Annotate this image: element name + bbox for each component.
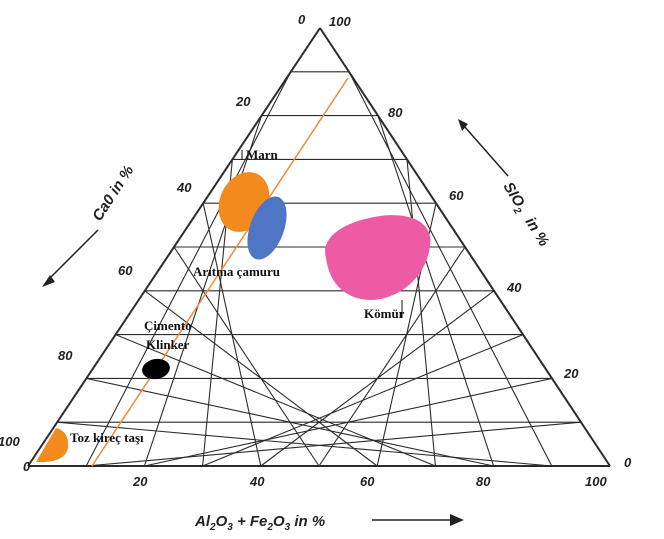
tick-right-80: 80	[388, 105, 403, 120]
region-aritma-camuru	[247, 196, 287, 260]
grid-line-diagonal	[115, 334, 436, 467]
bottom-title-e: in %	[290, 513, 325, 530]
bottom-title-b: O	[216, 513, 228, 530]
grid-line-diagonal	[173, 246, 320, 467]
svg-text:Al2O3 + Fe2O3 in %: Al2O3 + Fe2O3 in %	[194, 513, 325, 533]
tick-bottom-100: 100	[585, 474, 607, 489]
region-toz-kirec-tasi	[36, 428, 69, 463]
tick-right-20: 20	[563, 366, 579, 381]
tick-right-40: 40	[506, 280, 522, 295]
left-axis-title-text: Ca0 in %	[89, 162, 137, 224]
tick-left-40: 40	[176, 180, 192, 195]
label-toz-kirec-tasi: Toz kireç taşı	[70, 430, 144, 445]
grid-line-diagonal	[202, 334, 524, 467]
left-axis-arrow	[47, 229, 99, 281]
right-axis-title: SIO2in %	[458, 119, 552, 251]
label-aritma-camuru: Arıtma çamuru	[193, 264, 280, 279]
right-axis-title-tail: in %	[522, 214, 553, 249]
tick-right-100: 100	[329, 14, 351, 29]
label-cimento: Çimento	[144, 318, 192, 333]
right-axis-arrow	[463, 125, 509, 177]
bottom-axis-title: Al2O3 + Fe2O3 in %	[194, 513, 464, 533]
tick-left-0: 0	[298, 12, 306, 27]
tick-left-60: 60	[118, 263, 133, 278]
tick-bottom-80: 80	[476, 474, 491, 489]
left-axis-arrowhead	[42, 275, 55, 287]
bottom-title-b-sub: 3	[227, 522, 233, 533]
right-axis-arrowhead	[458, 119, 468, 131]
bottom-title-c: + Fe	[233, 513, 268, 530]
bottom-title-a-sub: 2	[209, 522, 216, 533]
bottom-title-c-sub: 2	[266, 522, 273, 533]
tick-left-100: 100	[0, 434, 20, 449]
right-axis-title-main: SIO	[500, 179, 528, 210]
bottom-title-d: O	[273, 513, 285, 530]
tick-left-20: 20	[235, 94, 251, 109]
tick-right-60: 60	[449, 188, 464, 203]
bottom-title-d-sub: 3	[285, 522, 291, 533]
label-klinker: Klinker	[146, 337, 190, 352]
bottom-axis-arrowhead	[450, 514, 464, 526]
right-axis-title-sub: 2	[510, 205, 523, 217]
tick-bottom-20: 20	[132, 474, 148, 489]
region-cimento-klinker	[142, 358, 170, 380]
ternary-grid	[27, 27, 611, 467]
label-marn: Marn	[246, 147, 279, 162]
tick-bottom-40: 40	[249, 474, 265, 489]
grid-line-diagonal	[57, 421, 552, 467]
svg-text:SIO2in %: SIO2in %	[497, 179, 552, 251]
grid-line-diagonal	[318, 246, 466, 467]
guide-line	[91, 77, 349, 467]
bottom-title-a: Al	[194, 513, 211, 530]
region-komur	[325, 215, 431, 300]
tick-left-80: 80	[58, 348, 73, 363]
tick-right-0: 0	[624, 455, 632, 470]
label-komur: Kömür	[364, 306, 405, 321]
tick-bottom-0: 0	[23, 459, 31, 474]
grid-line-diagonal	[86, 421, 582, 467]
tick-bottom-60: 60	[360, 474, 375, 489]
